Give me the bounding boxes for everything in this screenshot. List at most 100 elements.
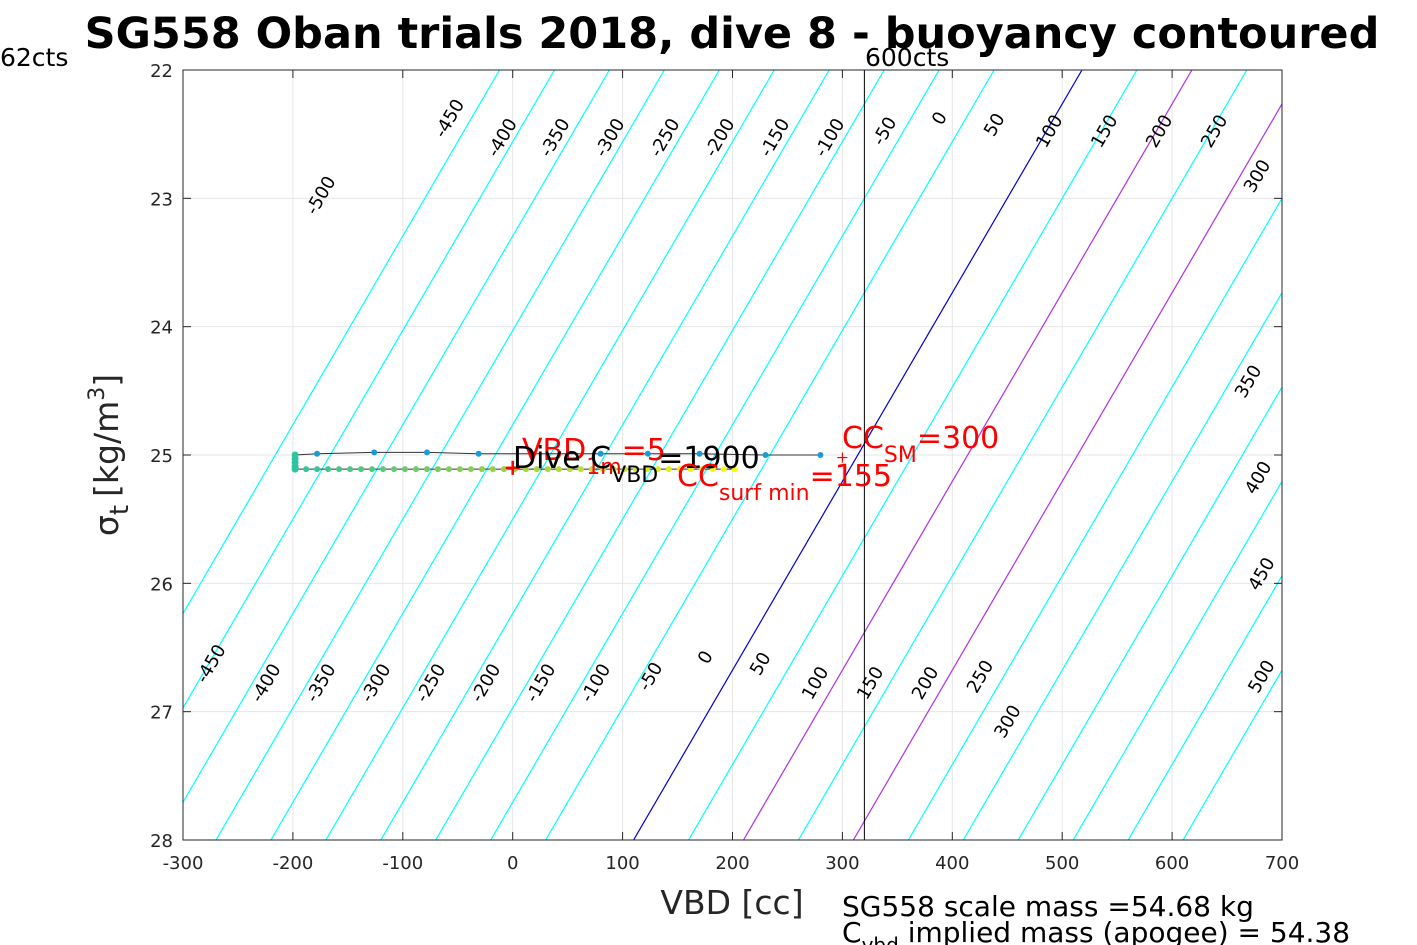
climb-point <box>445 466 452 473</box>
climb-point <box>709 466 716 473</box>
dive-c-value: =1900 <box>658 441 759 476</box>
contour-line <box>183 70 555 710</box>
dive-c-sub: VBD <box>611 463 658 488</box>
y-tick-label: 22 <box>150 61 173 82</box>
implied-mass-sub: vbd <box>862 933 899 945</box>
climb-point <box>676 466 683 473</box>
x-tick-label: 400 <box>935 853 969 874</box>
climb-point <box>588 466 595 473</box>
contour-line <box>435 70 885 840</box>
cc-sm-label: CC <box>842 421 884 456</box>
climb-point <box>698 466 705 473</box>
contour-line <box>1017 385 1282 840</box>
climb-point <box>292 466 299 473</box>
climb-point <box>720 466 727 473</box>
climb-point <box>566 466 573 473</box>
dive-c-label: Dive C <box>513 441 611 476</box>
climb-point <box>599 466 606 473</box>
descent-point <box>762 452 769 458</box>
climb-point <box>500 466 507 473</box>
contour-line <box>1127 574 1282 840</box>
contour-line <box>215 70 665 840</box>
contour-line <box>1182 668 1282 840</box>
contour-line <box>852 102 1282 840</box>
y-label-unit: [kg/m <box>87 401 126 497</box>
cc-sm-sub: SM <box>884 443 917 468</box>
contour-line <box>183 70 501 615</box>
dive-points <box>291 449 848 475</box>
x-tick-label: -200 <box>272 853 313 874</box>
contour-line <box>742 70 1193 840</box>
contour-line <box>183 70 610 804</box>
climb-point <box>654 466 661 473</box>
contour-line <box>797 70 1248 840</box>
cc-surf-label: CC <box>677 459 719 494</box>
climb-point <box>643 466 650 473</box>
descent-point <box>475 450 482 457</box>
climb-point <box>665 466 672 473</box>
x-tick-label: 500 <box>1045 853 1079 874</box>
climb-point <box>577 466 584 473</box>
svg-text:σt[kg/m3]: σt [kg/m3] <box>85 374 135 536</box>
descent-point <box>817 452 824 458</box>
contour-line <box>907 197 1282 840</box>
climb-point <box>687 466 694 473</box>
climb-point <box>412 466 419 473</box>
climb-point <box>401 466 408 473</box>
climb-point <box>610 466 617 473</box>
y-tick-label: 28 <box>150 831 173 852</box>
climb-point <box>621 466 628 473</box>
climb-point <box>391 466 398 473</box>
cc-surf-annotation: CCsurf min=155 <box>677 459 892 506</box>
vbd-value: =5 <box>622 433 666 468</box>
x-tick-label: 700 <box>1265 853 1299 874</box>
climb-point <box>489 466 496 473</box>
dive-c-annotation: Dive CVBD=1900 <box>513 441 760 488</box>
y-axis-ticks: 22 23 24 25 26 27 28 <box>150 61 1282 852</box>
y-label-sigma: σ <box>87 515 126 536</box>
contour-line <box>325 70 775 840</box>
marker-cc-sm <box>837 452 848 463</box>
descent-point <box>644 450 651 457</box>
cc-surf-value: =155 <box>810 459 892 494</box>
marker-vbd-1m <box>505 460 520 475</box>
climb-point <box>347 466 354 473</box>
y-tick-label: 24 <box>150 318 173 339</box>
contour-line <box>962 291 1282 840</box>
x-axis-ticks: -300 -200 -100 0 100 200 300 400 500 600 700 <box>163 70 1299 874</box>
x-tick-label: 600 <box>1155 853 1189 874</box>
implied-mass-text: Cvbd implied mass (apogee) = 54.38 <box>842 916 1350 945</box>
climb-point <box>369 466 376 473</box>
climb-point <box>544 466 551 473</box>
climb-point <box>434 466 441 473</box>
descent-point <box>597 450 604 457</box>
climb-point <box>533 466 540 473</box>
implied-mass-c: C <box>842 916 862 945</box>
cc-sm-value: =300 <box>917 421 999 456</box>
y-tick-label: 26 <box>150 574 173 595</box>
contour-line <box>1072 480 1282 840</box>
climb-point <box>731 466 738 473</box>
climb-point <box>303 466 310 473</box>
plot-area: -500-450 -400 -350 -300 -250 -200 -150 -100 -50 0… <box>182 69 1283 841</box>
contour-line <box>688 70 1138 840</box>
climb-point <box>522 466 529 473</box>
buoyancy-contours <box>183 70 1282 840</box>
figure-title: SG558 Oban trials 2018, dive 8 - buoyanc… <box>85 9 1380 59</box>
x-tick-label: -100 <box>382 853 423 874</box>
climb-point <box>467 466 474 473</box>
y-label-sup: 3 <box>85 387 110 401</box>
descent-point <box>528 450 535 457</box>
count-label-left: 62cts <box>0 43 68 72</box>
climb-point <box>423 466 430 473</box>
climb-point <box>358 466 365 473</box>
y-tick-label: 25 <box>150 446 173 467</box>
cc-surf-sub: surf min <box>719 481 810 506</box>
x-axis-label: VBD [cc] <box>660 883 803 922</box>
climb-point <box>478 466 485 473</box>
y-label-sub: t <box>105 505 135 515</box>
x-tick-label: 300 <box>825 853 859 874</box>
cc-sm-annotation: CCSM=300 <box>842 421 999 468</box>
y-label-end: ] <box>87 374 126 387</box>
